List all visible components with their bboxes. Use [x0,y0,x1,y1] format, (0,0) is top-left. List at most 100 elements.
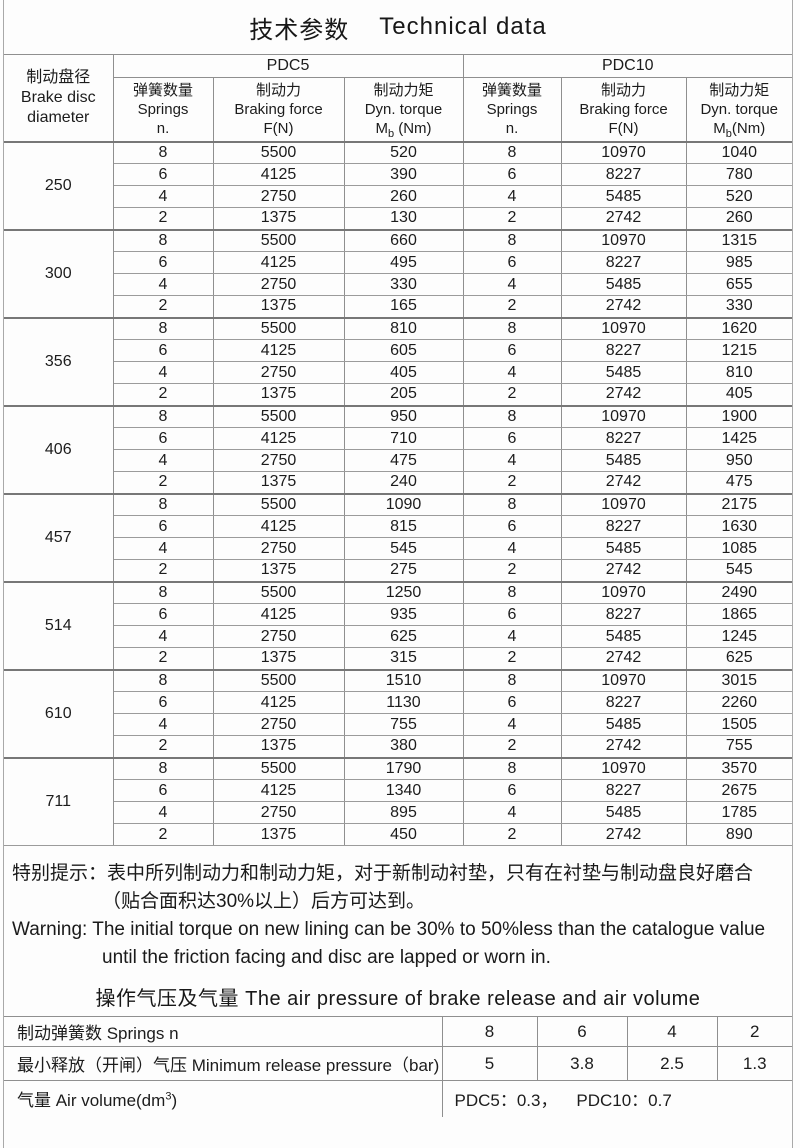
value-cell: 405 [685,383,792,406]
release-pressure-value: 5 [441,1046,538,1081]
col-header-brake-disc-diameter: 制动盘径 Brake disc diameter [4,54,114,143]
header-line-torque-unit: Mb (Nm) [345,119,462,140]
value-cell: 2742 [560,823,687,846]
value-cell: 2 [462,471,562,494]
value-cell: 8227 [560,251,687,274]
page-title-zh: 技术参数 [249,16,350,44]
value-cell: 6 [462,163,562,186]
value-cell: 2490 [685,580,792,604]
air-pressure-table: 制动弹簧数 Springs n 8 6 4 2 最小释放（开闸）气压 Minim… [4,1016,792,1117]
header-line: 制动力 [600,81,646,99]
brake-disc-diameter-cell: 711 [4,756,114,846]
value-cell: 5500 [212,228,345,252]
value-cell: 260 [343,185,464,208]
table-row: 6 4125 1340 6 8227 2675 [4,779,792,802]
release-pressure-row: 最小释放（开闸）气压 Minimum release pressure（bar)… [4,1046,792,1081]
value-cell: 520 [343,140,464,164]
header-line: 制动力 [255,81,301,99]
value-cell: 5485 [560,449,687,472]
value-cell: 4 [113,537,214,560]
value-cell: 4 [462,801,562,824]
value-cell: 4125 [212,339,345,362]
col-header-pdc10-springs: 弹簧数量 Springs n. [462,77,562,143]
value-cell: 815 [343,515,464,538]
value-cell: 6 [113,691,214,714]
value-cell: 380 [343,735,464,758]
table-row: 6 4125 495 6 8227 985 [4,251,792,274]
value-cell: 4 [462,625,562,648]
table-row: 406 8 5500 950 8 10970 1900 [4,404,792,494]
torque-unit: (Nm) [394,119,432,137]
brake-disc-diameter-cell: 300 [4,228,114,318]
table-row: 457 8 5500 1090 8 10970 2175 [4,492,792,582]
value-cell: 755 [343,713,464,736]
value-cell: 2 [113,207,214,230]
brake-disc-diameter-cell: 610 [4,668,114,758]
value-cell: 8 [462,404,562,428]
value-cell: 2742 [560,383,687,406]
value-cell: 10970 [560,316,687,340]
value-cell: 8 [112,404,214,428]
value-cell: 5485 [560,185,687,208]
group-header-pdc5: PDC5 [112,54,464,78]
value-cell: 605 [343,339,464,362]
value-cell: 2750 [212,801,345,824]
value-cell: 205 [343,383,464,406]
value-cell: 315 [343,647,464,670]
value-cell: 1620 [685,316,792,340]
value-cell: 8 [462,580,562,604]
value-cell: 240 [343,471,464,494]
header-line-torque-unit: Mb(Nm) [687,119,792,140]
value-cell: 545 [343,537,464,560]
value-cell: 1375 [212,295,345,318]
brake-disc-diameter-cell: 514 [4,580,114,670]
value-cell: 4 [462,449,562,472]
value-cell: 3570 [685,756,792,780]
value-cell: 8 [462,140,562,164]
value-cell: 1865 [685,603,792,626]
value-cell: 1375 [212,559,345,582]
value-cell: 475 [343,449,464,472]
value-cell: 985 [685,251,792,274]
header-line: Braking force [579,100,668,118]
header-line: Dyn. torque [700,100,779,118]
air-volume-value: PDC5：0.3， PDC10：0.7 [441,1080,792,1117]
table-row: 6 4125 710 6 8227 1425 [4,427,792,450]
table-row: 4 2750 625 4 5485 1245 [4,625,792,648]
value-cell: 8 [112,140,214,164]
table-row: 6 4125 390 6 8227 780 [4,163,792,186]
air-volume-label: 气量 Air volume(dm3) [4,1080,443,1117]
warning-zh-line1: 特别提示：表中所列制动力和制动力矩，对于新制动衬垫，只有在衬垫与制动盘良好磨合 [12,863,754,884]
value-cell: 2742 [560,207,687,230]
torque-symbol: M [713,119,726,137]
value-cell: 4 [113,185,214,208]
value-cell: 1630 [685,515,792,538]
value-cell: 2 [462,647,562,670]
value-cell: 5485 [560,537,687,560]
value-cell: 1250 [343,580,464,604]
value-cell: 8 [112,492,214,516]
warning-en-line2: until the friction facing and disc are l… [102,947,551,968]
value-cell: 8 [462,492,562,516]
value-cell: 4125 [212,163,345,186]
value-cell: 655 [685,273,792,296]
value-cell: 8 [112,316,214,340]
value-cell: 520 [685,185,792,208]
table-row: 610 8 5500 1510 8 10970 3015 [4,668,792,758]
springs-count-row: 制动弹簧数 Springs n 8 6 4 2 [4,1016,792,1047]
value-cell: 6 [113,339,214,362]
value-cell: 4125 [212,779,345,802]
header-line: Springs [137,100,189,118]
value-cell: 2 [462,207,562,230]
header-line: Springs [486,100,538,118]
value-cell: 4 [113,801,214,824]
table-row: 711 8 5500 1790 8 10970 3570 [4,756,792,846]
value-cell: 4 [113,625,214,648]
header-line: Braking force [234,100,323,118]
table-row: 514 8 5500 1250 8 10970 2490 [4,580,792,670]
value-cell: 8 [112,668,214,692]
value-cell: 2742 [560,647,687,670]
table-row: 2 1375 205 2 2742 405 [4,383,792,406]
torque-symbol: M [375,119,388,137]
table-row: 2 1375 240 2 2742 475 [4,471,792,494]
